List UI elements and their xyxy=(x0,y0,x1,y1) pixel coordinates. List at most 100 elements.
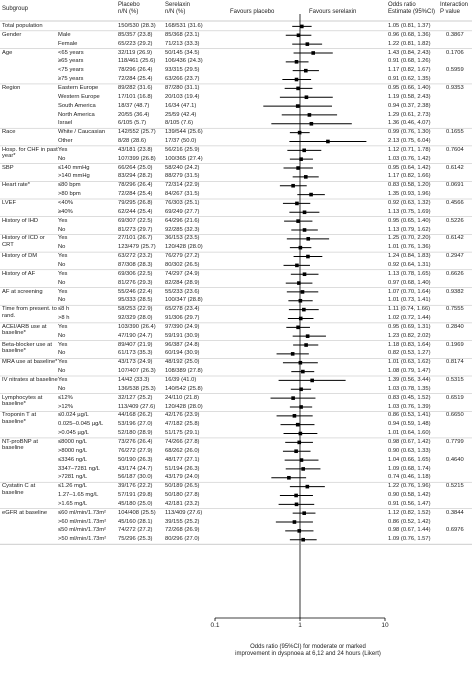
estimate-marker xyxy=(304,95,309,100)
x-axis-label: Odds ratio (95%CI) for moderate or marke… xyxy=(235,644,381,657)
estimate: 1.03 (0.78, 1.35) xyxy=(388,385,431,392)
serelaxin: 68/262 (26.0) xyxy=(165,447,200,454)
p-value: 0.5315 xyxy=(446,377,464,383)
estimate-marker xyxy=(291,396,295,400)
estimate-marker xyxy=(307,113,312,117)
placebo: 81/273 (29.7) xyxy=(118,226,153,233)
serelaxin: 17/37 (50.0) xyxy=(165,138,197,145)
serelaxin: 80/302 (26.5) xyxy=(165,261,200,268)
estimate: 0.90 (0.63, 1.33) xyxy=(388,447,431,454)
estimate-marker xyxy=(303,68,308,73)
serelaxin: 80/296 (27.0) xyxy=(165,536,200,543)
estimate-marker xyxy=(305,334,310,338)
row-label: No xyxy=(58,261,66,268)
row-label: No xyxy=(58,350,66,357)
serelaxin: 108/389 (27.8) xyxy=(165,368,203,375)
estimate-marker xyxy=(294,60,299,64)
serelaxin: 113/409 (27.6) xyxy=(165,509,203,516)
placebo: 95/333 (28.5) xyxy=(118,297,153,304)
serelaxin: 8/105 (7.6) xyxy=(165,120,194,127)
row-label: Female xyxy=(58,40,78,47)
p-value: 0.1655 xyxy=(446,129,464,136)
estimate: 1.09 (0.68, 1.74) xyxy=(388,465,431,472)
estimate-marker xyxy=(296,86,300,91)
estimate: 1.13 (0.78, 1.65) xyxy=(388,270,431,277)
placebo: 85/357 (23.8) xyxy=(118,31,153,38)
p-value: 0.3844 xyxy=(446,509,464,516)
row-label: No xyxy=(58,226,66,233)
estimate: 1.05 (0.81, 1.37) xyxy=(388,23,431,29)
estimate-marker xyxy=(295,104,300,108)
serelaxin: 50/145 (34.5) xyxy=(165,49,200,56)
row-label: Eastern Europe xyxy=(58,84,99,91)
estimate-marker xyxy=(306,254,310,259)
placebo: 69/306 (22.5) xyxy=(118,270,153,277)
estimate: 0.74 (0.46, 1.18) xyxy=(388,474,431,481)
estimate-marker xyxy=(296,166,300,170)
estimate-marker xyxy=(292,414,297,418)
estimate: 0.92 (0.63, 1.32) xyxy=(388,200,431,206)
serelaxin: 51/175 (29.1) xyxy=(165,430,200,437)
serelaxin: 58/240 (24.2) xyxy=(165,164,200,171)
serelaxin: 96/387 (24.8) xyxy=(165,341,200,348)
estimate: 1.03 (0.76, 1.39) xyxy=(388,403,431,410)
estimate-marker xyxy=(302,228,307,232)
serelaxin: 100/365 (27.4) xyxy=(165,155,203,162)
estimate-marker xyxy=(297,529,302,533)
serelaxin: 74/266 (27.8) xyxy=(165,438,200,445)
placebo: 75/296 (25.3) xyxy=(118,536,153,543)
estimate: 0.96 (0.68, 1.36) xyxy=(388,31,431,38)
p-value: 0.5215 xyxy=(446,483,464,490)
favours-serelaxin: Favours serelaxin xyxy=(309,9,357,15)
placebo: 92/329 (28.0) xyxy=(118,315,153,322)
serelaxin: 74/297 (24.9) xyxy=(165,270,200,277)
placebo: 43/174 (24.7) xyxy=(118,465,153,472)
placebo: 136/538 (25.3) xyxy=(118,385,156,392)
serelaxin: 168/531 (31.6) xyxy=(165,23,203,29)
row-label: Yes xyxy=(58,377,68,383)
subgroup: AF at screening xyxy=(2,288,43,295)
header-estimate: Odds ratio Estimate (95%CI) xyxy=(388,2,436,15)
p-value: 0.6519 xyxy=(446,394,464,401)
row-label: Yes xyxy=(58,253,68,260)
subgroup: NT-proBNP at baseline xyxy=(2,438,38,452)
estimate: 0.95 (0.64, 1.42) xyxy=(388,164,431,171)
row-label: North America xyxy=(58,111,95,118)
row-label: <65 years xyxy=(58,49,84,56)
row-label: >80 bpm xyxy=(58,191,81,198)
placebo: 142/552 (25.7) xyxy=(118,129,156,136)
estimate: 1.02 (0.72, 1.44) xyxy=(388,315,431,322)
estimate: 0.98 (0.67, 1.44) xyxy=(388,527,431,534)
row-label: >12% xyxy=(58,403,73,410)
x-tick-label: 1 xyxy=(298,622,302,629)
serelaxin: 100/347 (28.8) xyxy=(165,297,203,304)
estimate-marker xyxy=(311,51,316,55)
p-value: 0.5226 xyxy=(446,217,464,224)
estimate: 1.01 (0.63, 1.62) xyxy=(388,359,431,366)
estimate: 1.43 (0.84, 2.43) xyxy=(388,49,431,56)
placebo: 78/296 (26.4) xyxy=(118,67,153,74)
estimate: 1.13 (0.75, 1.69) xyxy=(388,208,431,215)
row-label: ≤60 ml/min/1.73m² xyxy=(58,509,106,516)
subgroup: Age xyxy=(2,49,13,56)
estimate: 0.83 (0.45, 1.52) xyxy=(388,394,431,401)
serelaxin: 24/110 (21.8) xyxy=(165,394,200,401)
row-label: ≤3346 ng/L xyxy=(58,456,87,463)
serelaxin: 72/268 (26.9) xyxy=(165,527,200,534)
row-label: ≤80 bpm xyxy=(58,182,81,189)
row-label: >7281 ng/L xyxy=(58,474,88,481)
placebo: 107/399 (26.8) xyxy=(118,155,156,162)
estimate: 1.01 (0.76, 1.36) xyxy=(388,244,431,251)
estimate: 0.95 (0.66, 1.40) xyxy=(388,84,431,91)
placebo: 32/119 (26.9) xyxy=(118,49,153,56)
serelaxin: 69/249 (27.7) xyxy=(165,208,200,215)
estimate: 0.99 (0.76, 1.30) xyxy=(388,129,431,136)
row-label: >8 h xyxy=(58,315,70,322)
row-label: >140 mmHg xyxy=(58,173,90,180)
subgroup: Total population xyxy=(2,23,43,29)
estimate: 1.35 (0.93, 1.96) xyxy=(388,191,431,198)
row-label: 3347–7281 ng/L xyxy=(58,465,100,472)
estimate: 1.04 (0.66, 1.65) xyxy=(388,456,431,463)
serelaxin: 55/233 (23.6) xyxy=(165,288,200,295)
